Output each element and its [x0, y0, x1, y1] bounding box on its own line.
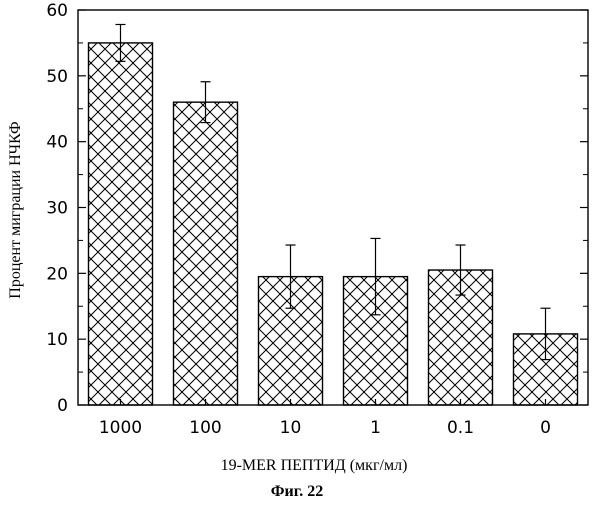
bar-100 — [174, 102, 238, 405]
x-tick-label: 0 — [540, 418, 551, 438]
x-tick-label: 0.1 — [447, 418, 474, 438]
y-tick-label: 40 — [46, 133, 68, 153]
x-axis-label: 19-MER ПЕПТИД (мкг/мл) — [221, 457, 408, 474]
x-tick-label: 1000 — [99, 418, 142, 438]
y-axis-label: Процент миграции НЧКФ — [7, 121, 24, 298]
x-tick-label: 10 — [280, 418, 302, 438]
figure-caption: Фиг. 22 — [271, 483, 323, 500]
plot-frame — [78, 10, 588, 405]
bar-1000 — [89, 43, 153, 405]
y-tick-label: 60 — [46, 1, 68, 21]
y-tick-label: 30 — [46, 199, 68, 219]
y-tick-label: 0 — [57, 396, 68, 416]
x-tick-label: 100 — [189, 418, 221, 438]
bars — [89, 43, 578, 405]
plot-area-border — [78, 10, 588, 405]
y-tick-label: 20 — [46, 264, 68, 284]
x-tick-label: 1 — [370, 418, 381, 438]
y-tick-label: 10 — [46, 330, 68, 350]
y-tick-label: 50 — [46, 67, 68, 87]
